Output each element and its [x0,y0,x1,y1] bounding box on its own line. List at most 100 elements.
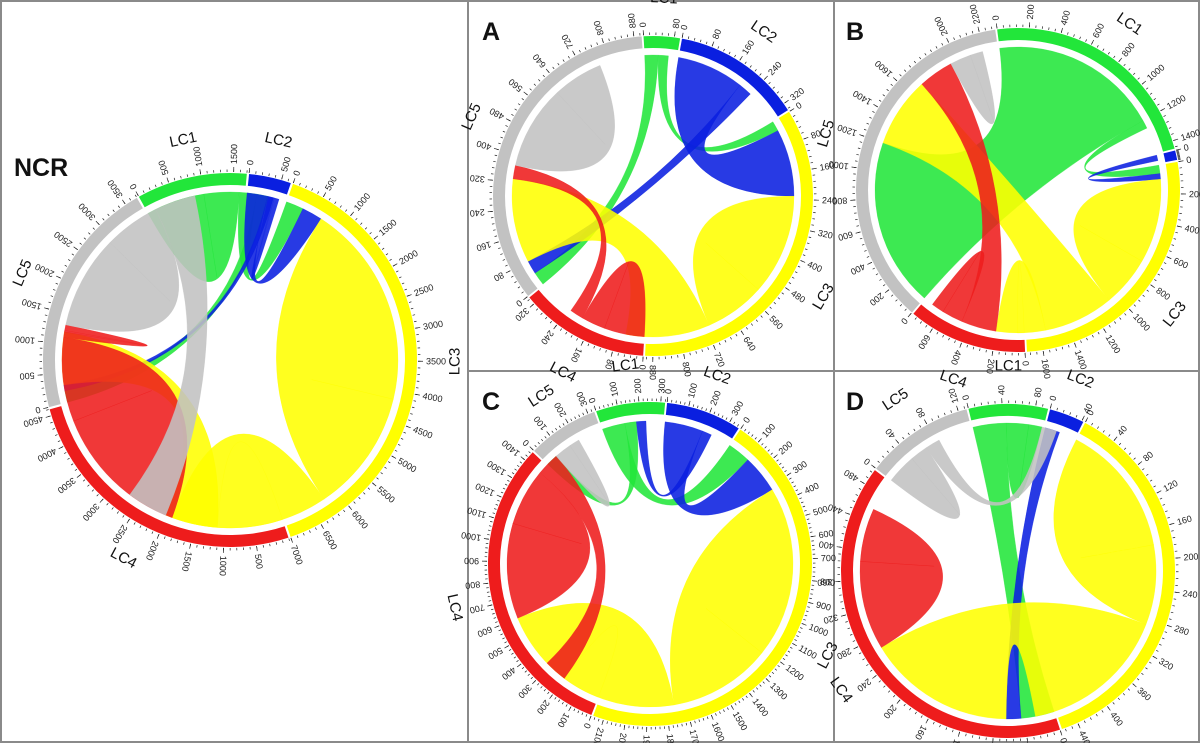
tick-minor [959,34,961,38]
tick-minor [117,205,120,208]
tick-minor [780,96,784,99]
tick-label-c-lc4: 400 [500,665,518,682]
tick-minor [519,461,523,464]
tick-major [632,31,635,37]
tick-minor [795,120,799,123]
tick-label-d-lc3: 360 [1135,685,1153,702]
tick-minor [1153,485,1156,488]
tick-minor [1176,151,1180,153]
tick-label-c-lc3: 1900 [641,735,651,743]
tick-minor [858,488,862,490]
tick-minor [1101,710,1104,713]
tick-minor [1170,611,1174,614]
tick-minor [699,39,702,43]
tick-minor [870,669,873,672]
tick-major [601,37,604,43]
tick-major [800,260,806,263]
tick-label-c-lc3: 800 [820,577,836,588]
tick-minor [129,198,131,201]
tick-minor [1061,346,1064,350]
tick-minor [935,46,938,49]
tick-minor [804,614,808,617]
tick-minor [581,712,584,715]
tick-minor [578,414,581,418]
tick-minor [1091,422,1094,426]
tick-minor [145,528,148,532]
tick-major [488,516,494,519]
tick-minor [107,213,110,217]
tick-minor [886,450,890,453]
tick-minor [55,282,59,285]
tick-label-a-lc5: 560 [507,77,525,94]
tick-minor [1137,77,1140,80]
tick-minor [723,48,725,52]
tick-minor [493,617,497,619]
tick-minor [879,278,882,281]
tick-label-d-lc5: 40 [883,426,897,440]
tick-major [872,675,877,679]
tick-major [281,174,284,180]
tick-minor [142,190,145,193]
tick-minor [154,184,157,188]
tick-minor [599,348,601,351]
tick-label-a-lc3: 240 [822,195,837,205]
tick-minor [1160,267,1164,270]
tick-minor [551,430,554,434]
tick-minor [1153,98,1157,101]
tick-minor [859,237,863,240]
tick-minor [734,702,737,706]
tick-label-d-lc4: 0 [1058,737,1069,743]
tick-minor [1107,51,1110,55]
tick-label-a-lc5: 0 [514,298,524,309]
segment-arc-c-lc4 [488,452,596,716]
tick-minor [367,487,371,490]
tick-minor [1142,468,1145,471]
tick-minor [781,466,785,469]
tick-major [1074,342,1077,348]
chord-d-lc5-lc1 [925,426,1057,506]
tick-label-b-lc1: 600 [1091,22,1107,40]
tick-minor [345,209,348,212]
tick-major [95,220,100,226]
chord-a-lc1-lc3 [657,54,779,152]
tick-major [959,342,962,348]
tick-minor [517,103,521,106]
segment-arc-b-lc2 [1163,150,1178,163]
tick-minor [408,419,411,421]
tick-label-b-lc5: 1400 [851,88,873,107]
tick-major [1174,591,1180,594]
tick-minor [890,83,893,87]
tick-minor [841,533,845,535]
tick-minor [1127,688,1131,691]
tick-major [415,327,421,329]
tick-label-d-lc4: 480 [842,467,860,483]
tick-minor [849,506,853,509]
tick-label-b-lc1: 1400 [1179,127,1200,143]
segment-arc-d-lc5 [876,409,970,476]
tick-major [907,312,912,318]
tick-minor [527,673,530,676]
tick-minor [908,65,912,68]
tick-label-d-lc1: 40 [996,385,1006,395]
tick-minor [403,431,407,434]
tick-minor [899,304,903,307]
tick-minor [745,327,748,330]
tick-minor [1146,289,1149,292]
segment-label-c-lc2: LC2 [701,363,733,388]
tick-major [1178,160,1184,162]
tick-label-ncr-lc3: 3500 [426,356,446,366]
tick-major [43,407,49,410]
tick-minor [593,717,596,720]
tick-label-ncr-lc3: 1000 [352,191,373,213]
chord-d-lc3-lc3 [1053,439,1157,625]
tick-minor [398,276,402,279]
ring-separator-b [869,41,1167,339]
tick-major [523,91,528,96]
tick-major [1060,730,1063,736]
tick-major [855,231,861,234]
tick-minor [1154,279,1157,282]
tick-minor [781,292,784,295]
tick-minor [865,476,869,479]
tick-minor [972,346,975,350]
tick-minor [500,136,503,139]
